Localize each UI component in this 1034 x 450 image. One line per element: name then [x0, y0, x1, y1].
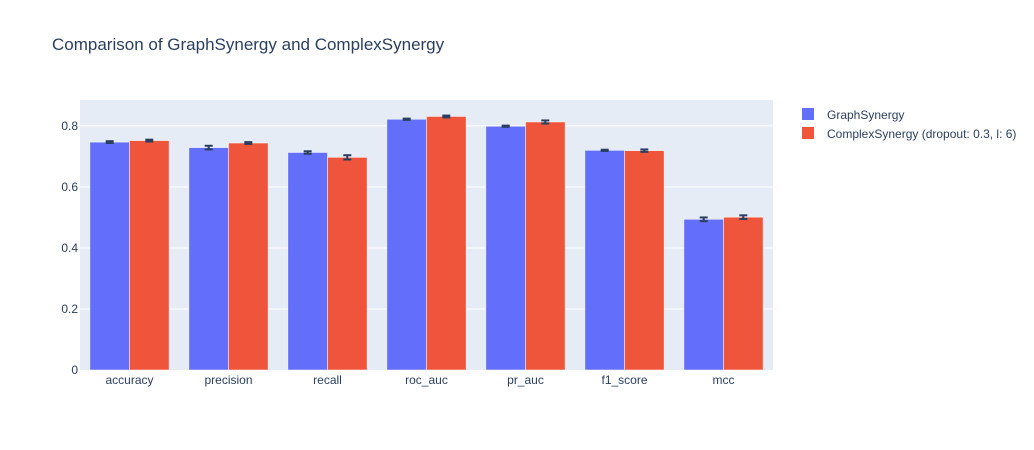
y-tick-label: 0.8	[61, 119, 78, 133]
error-bar	[442, 114, 451, 119]
error-bar	[402, 117, 411, 121]
x-tick-label: roc_auc	[405, 373, 448, 387]
bars	[89, 116, 764, 371]
bar-precision-graphsynergy[interactable]	[188, 147, 229, 371]
bar-mcc-complexsynergy[interactable]	[723, 216, 764, 371]
error-bar	[204, 144, 213, 151]
x-tick-label: recall	[313, 373, 342, 387]
bar-recall-graphsynergy[interactable]	[287, 152, 328, 371]
error-bar	[541, 119, 550, 125]
legend-label: GraphSynergy	[827, 108, 904, 122]
x-axis: accuracy precision recall roc_auc pr_auc f1_s…	[105, 373, 734, 387]
bar-recall-complexsynergy[interactable]	[327, 157, 368, 371]
error-bar	[501, 124, 510, 128]
legend-item[interactable]: GraphSynergy	[802, 108, 904, 122]
bar-precision-complexsynergy[interactable]	[228, 142, 269, 371]
error-bar	[105, 140, 114, 145]
legend-label: ComplexSynergy (dropout: 0.3, l: 6)	[827, 127, 1016, 141]
y-tick-label: 0	[71, 363, 78, 377]
y-tick-label: 0.4	[61, 241, 78, 255]
bar-pr_auc-graphsynergy[interactable]	[485, 125, 526, 371]
x-tick-label: f1_score	[601, 373, 647, 387]
y-axis: 0 0.2 0.4 0.6 0.8	[61, 119, 78, 377]
x-tick-label: precision	[204, 373, 252, 387]
bar-roc_auc-complexsynergy[interactable]	[426, 116, 467, 371]
error-bar	[739, 214, 748, 220]
error-bar	[600, 148, 609, 152]
legend-item[interactable]: ComplexSynergy (dropout: 0.3, l: 6)	[802, 127, 1016, 141]
x-tick-label: pr_auc	[507, 373, 544, 387]
legend-swatch	[802, 127, 814, 139]
bar-mcc-graphsynergy[interactable]	[683, 219, 724, 371]
x-tick-label: mcc	[713, 373, 735, 387]
error-bar	[303, 150, 312, 155]
error-bar	[145, 138, 154, 143]
error-bars	[105, 114, 748, 223]
bar-accuracy-complexsynergy[interactable]	[129, 140, 170, 371]
y-tick-label: 0.6	[61, 180, 78, 194]
error-bar	[343, 154, 352, 161]
bar-roc_auc-graphsynergy[interactable]	[386, 118, 427, 371]
error-bar	[699, 216, 708, 223]
bar-accuracy-graphsynergy[interactable]	[89, 141, 130, 371]
error-bar	[244, 141, 253, 145]
error-bar	[640, 148, 649, 153]
chart-title: Comparison of GraphSynergy and ComplexSy…	[52, 35, 445, 54]
legend-swatch	[802, 108, 814, 120]
bar-pr_auc-complexsynergy[interactable]	[525, 121, 566, 371]
legend[interactable]: GraphSynergy ComplexSynergy (dropout: 0.3…	[802, 108, 1016, 141]
bar-f1_score-complexsynergy[interactable]	[624, 150, 665, 371]
x-tick-label: accuracy	[105, 373, 153, 387]
bar-f1_score-graphsynergy[interactable]	[584, 150, 625, 371]
y-tick-label: 0.2	[61, 302, 78, 316]
